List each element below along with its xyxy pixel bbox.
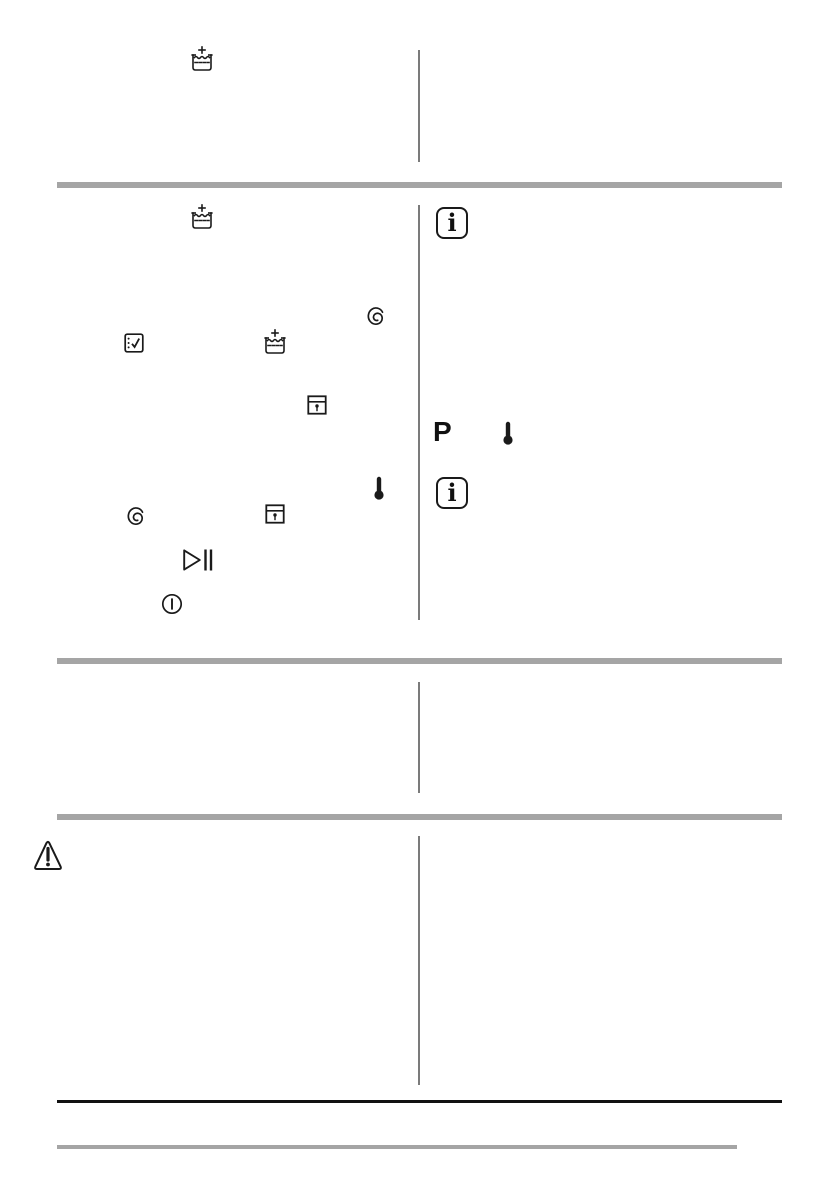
door-lock-icon — [307, 395, 327, 415]
spin-icon — [366, 306, 384, 327]
program-letter: P — [433, 416, 452, 447]
extra-rinse-water-icon — [191, 46, 213, 72]
info-icon: i — [436, 477, 468, 509]
column-divider-section4 — [418, 836, 420, 1085]
column-divider-section3 — [418, 682, 420, 793]
footer-rule-black — [57, 1100, 782, 1103]
options-checklist-icon — [124, 333, 144, 353]
section-separator-bar-3 — [57, 814, 782, 820]
info-icon-letter: i — [447, 478, 457, 507]
info-icon-letter: i — [447, 208, 457, 237]
program-p-icon: P — [433, 418, 452, 446]
temperature-icon — [373, 476, 385, 500]
door-lock-icon — [265, 504, 285, 524]
section-separator-bar-1 — [57, 182, 782, 188]
start-pause-icon — [182, 548, 213, 572]
temperature-icon — [502, 421, 514, 445]
footer-rule-gray — [57, 1145, 737, 1149]
extra-rinse-water-icon — [264, 329, 286, 355]
column-divider-section2 — [418, 205, 420, 620]
extra-rinse-water-icon — [191, 204, 213, 230]
warning-triangle-icon — [33, 839, 63, 873]
info-icon: i — [436, 207, 468, 239]
section-separator-bar-2 — [57, 658, 782, 664]
column-divider-section1 — [418, 50, 420, 162]
on-off-icon — [161, 593, 183, 615]
spin-icon — [126, 506, 144, 527]
